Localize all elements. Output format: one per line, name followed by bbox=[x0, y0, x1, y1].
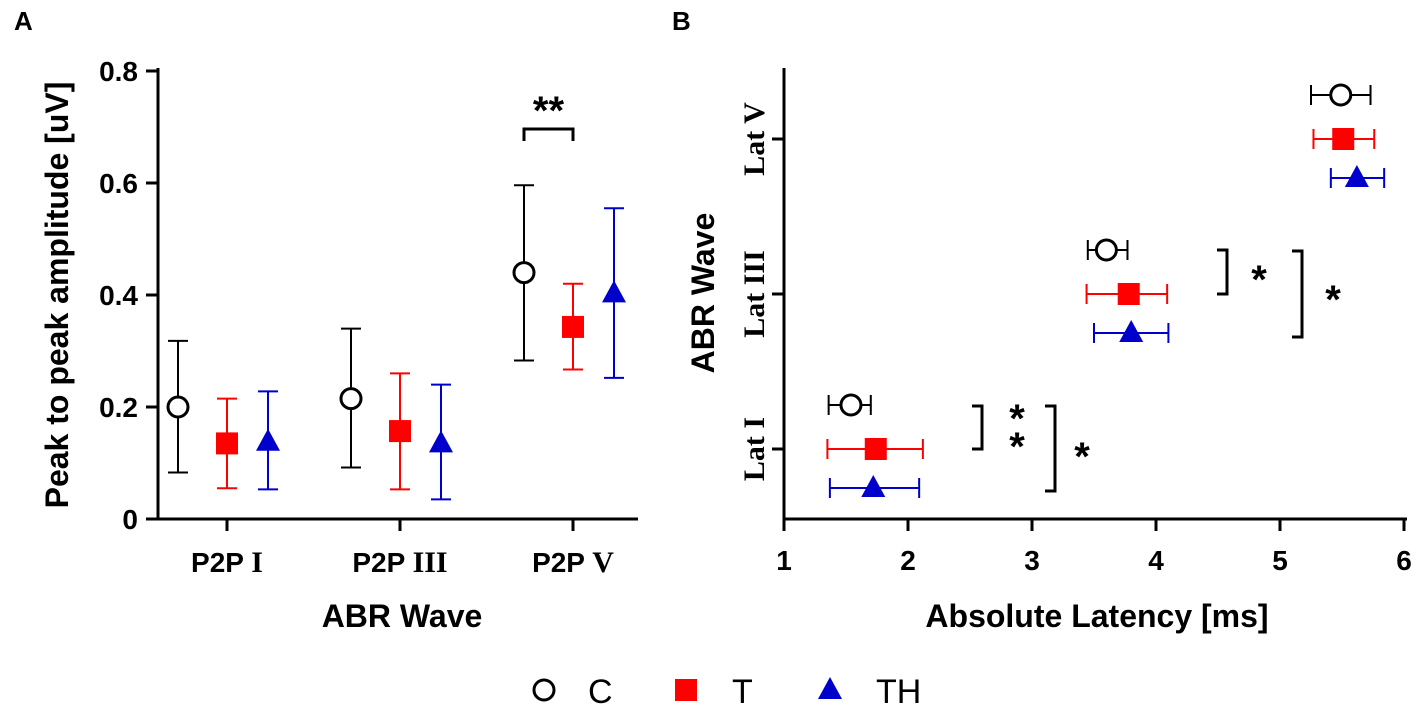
panel-label-b: B bbox=[672, 6, 691, 36]
point-th-p2p-i bbox=[256, 390, 280, 491]
significance-stars: * bbox=[1074, 435, 1090, 479]
point-t-lat-i bbox=[826, 438, 924, 460]
point-t-lat-v bbox=[1312, 128, 1376, 150]
significance-bracket bbox=[522, 127, 575, 141]
significance-bracket bbox=[972, 404, 984, 451]
panel-b-x-tick-label: 3 bbox=[1024, 545, 1040, 576]
legend-marker-th bbox=[818, 677, 842, 699]
point-th-p2p-iii bbox=[429, 383, 453, 501]
significance-bracket bbox=[1217, 248, 1229, 296]
tick-label-numeral: I bbox=[738, 417, 771, 429]
point-th-lat-v bbox=[1329, 165, 1386, 188]
point-t-p2p-iii bbox=[389, 372, 411, 491]
point-c-p2p-v bbox=[512, 184, 536, 362]
tick-label-prefix: P2P bbox=[352, 547, 412, 578]
tick-label-prefix: Lat bbox=[738, 285, 771, 338]
significance-stars: * bbox=[1251, 258, 1267, 302]
tick-label-prefix: Lat bbox=[738, 429, 771, 482]
tick-label-prefix: P2P bbox=[532, 547, 592, 578]
marker-th bbox=[861, 475, 886, 497]
panel-b-y-title: ABR Wave bbox=[685, 213, 721, 374]
legend-label-th: TH bbox=[876, 673, 921, 711]
legend-item-t: T bbox=[675, 673, 753, 711]
panel-b-x-title: Absolute Latency [ms] bbox=[925, 598, 1268, 634]
marker-th bbox=[602, 280, 626, 303]
marker-t bbox=[216, 432, 238, 455]
legend-label-t: T bbox=[732, 673, 753, 711]
significance-bracket bbox=[1292, 249, 1304, 339]
point-th-lat-i bbox=[828, 475, 921, 498]
point-t-p2p-v bbox=[562, 282, 584, 371]
panel-b-y-tick-label: Lat I bbox=[738, 417, 771, 481]
marker-c bbox=[166, 395, 190, 419]
panel-b-x-tick-label: 4 bbox=[1148, 545, 1164, 576]
panel-b-y-tick-label: Lat III bbox=[738, 250, 771, 338]
marker-t bbox=[389, 420, 411, 443]
tick-label-numeral: V bbox=[738, 102, 771, 124]
point-t-p2p-i bbox=[216, 397, 238, 490]
point-c-lat-v bbox=[1310, 83, 1372, 107]
star-line: * bbox=[1009, 397, 1025, 441]
tick-label-numeral: III bbox=[413, 546, 448, 579]
marker-c bbox=[1329, 83, 1353, 107]
legend: C T TH bbox=[532, 673, 921, 711]
panel-a-chart: 00.20.40.60.8 P2P I P2P III P2P V ** ABR W… bbox=[39, 56, 638, 634]
legend-marker-c bbox=[532, 678, 556, 702]
point-c-p2p-iii bbox=[339, 327, 363, 469]
panel-a-x-title: ABR Wave bbox=[322, 598, 483, 634]
significance-stars: ** bbox=[1009, 397, 1025, 469]
marker-c bbox=[839, 393, 863, 417]
panel-a-y-tick-label: 0.6 bbox=[99, 168, 138, 199]
marker-th bbox=[1119, 320, 1144, 342]
point-c-lat-iii bbox=[1086, 238, 1129, 262]
panel-a-x-tick-label: P2P V bbox=[532, 546, 614, 579]
significance-bracket bbox=[1045, 404, 1057, 493]
marker-c bbox=[1094, 238, 1118, 262]
significance-stars: * bbox=[1325, 278, 1341, 322]
marker-c bbox=[512, 261, 536, 285]
marker-t bbox=[864, 438, 887, 460]
marker-t bbox=[1117, 283, 1140, 305]
panel-a-x-tick-label: P2P I bbox=[191, 546, 263, 579]
legend-label-c: C bbox=[588, 673, 613, 711]
panel-a-y-tick-label: 0.2 bbox=[99, 392, 138, 423]
tick-label-prefix: P2P bbox=[191, 547, 251, 578]
panel-a-y-tick-label: 0 bbox=[122, 504, 138, 535]
star-line: * bbox=[1009, 425, 1025, 469]
tick-label-prefix: Lat bbox=[738, 124, 771, 176]
marker-th bbox=[256, 428, 280, 451]
point-c-lat-i bbox=[827, 393, 872, 417]
marker-th bbox=[429, 430, 453, 453]
panel-b-x-tick-label: 2 bbox=[900, 545, 916, 576]
panel-a-y-tick-label: 0.8 bbox=[99, 56, 138, 87]
panel-a-x-tick-label: P2P III bbox=[352, 546, 447, 579]
panel-label-a: A bbox=[14, 6, 33, 36]
point-t-lat-iii bbox=[1085, 283, 1169, 305]
panel-b-y-tick-label: Lat V bbox=[738, 102, 771, 176]
legend-item-th: TH bbox=[818, 673, 921, 711]
tick-label-numeral: V bbox=[592, 546, 614, 579]
tick-label-numeral: III bbox=[738, 250, 771, 285]
panel-a-y-tick-label: 0.4 bbox=[99, 280, 138, 311]
legend-marker-t bbox=[675, 679, 697, 701]
marker-th bbox=[1344, 165, 1369, 187]
panel-a-y-title: Peak to peak amplitude [uV] bbox=[39, 82, 75, 509]
point-c-p2p-i bbox=[166, 339, 190, 474]
panel-b-x-tick-label: 5 bbox=[1272, 545, 1288, 576]
marker-t bbox=[1332, 128, 1355, 150]
tick-label-numeral: I bbox=[251, 546, 263, 579]
panel-b-x-tick-label: 1 bbox=[776, 545, 792, 576]
legend-item-c: C bbox=[532, 673, 613, 711]
marker-t bbox=[562, 315, 584, 338]
panel-b-x-tick-label: 6 bbox=[1396, 545, 1412, 576]
marker-c bbox=[339, 387, 363, 411]
point-th-p2p-v bbox=[602, 207, 626, 379]
point-th-lat-iii bbox=[1093, 320, 1170, 343]
significance-stars: ** bbox=[533, 89, 565, 133]
